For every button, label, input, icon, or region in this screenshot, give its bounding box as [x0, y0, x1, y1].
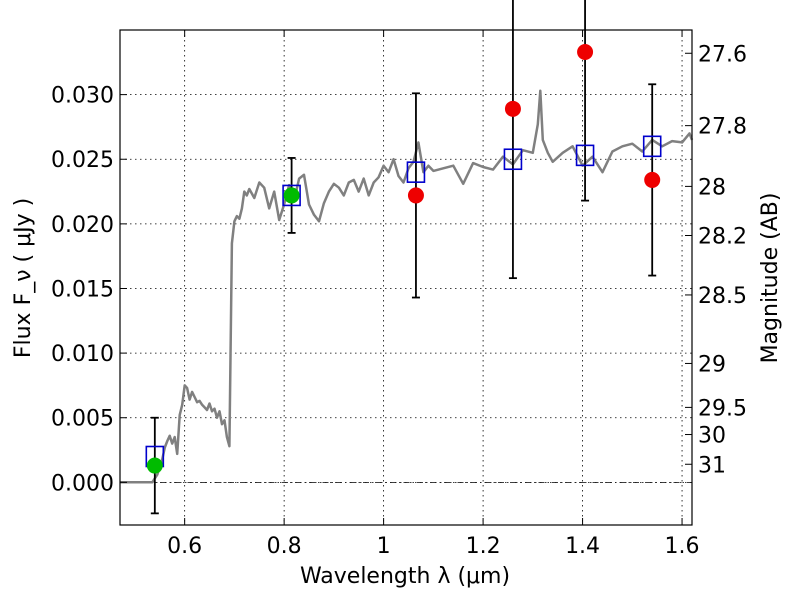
magnitude-axis-label: Magnitude (AB)	[758, 193, 783, 364]
y-tick-label: 0.025	[51, 148, 114, 173]
magnitude-tick-label: 29	[698, 352, 726, 377]
model-photometry-point	[282, 184, 301, 207]
x-axis-label: Wavelength λ (μm)	[300, 564, 510, 589]
model-photometry-point	[503, 148, 523, 171]
magnitude-tick-label: 27.8	[698, 115, 747, 140]
x-tick-label: 0.6	[167, 534, 202, 559]
y-tick-label: 0.015	[51, 277, 114, 302]
observed-photometry-group	[146, 43, 661, 474]
magnitude-tick-label: 28.5	[698, 284, 747, 309]
y-tick-label: 0.030	[51, 84, 114, 109]
x-tick-label: 1.2	[466, 534, 501, 559]
x-tick-label: 0.8	[267, 534, 302, 559]
y-tick-label: 0.000	[51, 471, 114, 496]
model-photometry-point	[642, 135, 662, 158]
magnitude-tick-label: 28	[698, 175, 726, 200]
detection-point	[283, 187, 300, 204]
magnitude-tick-label: 29.5	[698, 396, 747, 421]
y-tick-label: 0.010	[51, 342, 114, 367]
x-tick-label: 1.6	[665, 534, 700, 559]
magnitude-tick-label: 31	[698, 453, 726, 478]
ticks: 0.6 0.8 1 1.2 1.4 1.6 0.000 0.005 0.010 0.015 0.02…	[51, 30, 747, 559]
y-tick-label: 0.005	[51, 407, 114, 432]
x-tick-label: 1	[377, 534, 391, 559]
spectrum-group	[120, 89, 694, 484]
model-photometry-point	[406, 161, 426, 183]
spectrum-line	[120, 89, 694, 484]
magnitude-tick-label: 30	[698, 424, 726, 449]
non-detection-point	[644, 171, 661, 188]
y-tick-label: 0.020	[51, 213, 114, 238]
y-axis-label: Flux F_ν ( μJy )	[11, 198, 36, 358]
non-detection-point	[407, 187, 424, 204]
detection-point	[146, 457, 163, 474]
plot-frame	[119, 29, 693, 526]
magnitude-tick-label: 27.6	[698, 42, 747, 67]
non-detection-point	[504, 100, 521, 117]
x-tick-label: 1.4	[565, 534, 600, 559]
non-detection-point	[577, 43, 594, 60]
magnitude-tick-label: 28.2	[698, 224, 747, 249]
model-photometry-point	[575, 144, 595, 167]
